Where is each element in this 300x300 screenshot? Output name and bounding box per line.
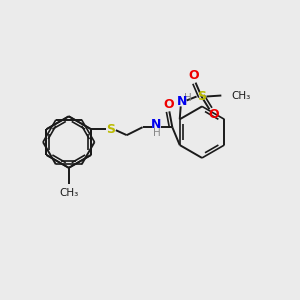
- Text: O: O: [188, 69, 199, 82]
- Text: O: O: [163, 98, 174, 111]
- Text: CH₃: CH₃: [231, 91, 250, 100]
- Text: N: N: [176, 95, 187, 108]
- Text: CH₃: CH₃: [59, 188, 78, 198]
- Text: S: S: [197, 90, 206, 103]
- Text: H: H: [184, 94, 191, 103]
- Text: S: S: [106, 123, 116, 136]
- Text: H: H: [153, 128, 160, 138]
- Text: O: O: [208, 108, 219, 121]
- Text: N: N: [151, 118, 162, 131]
